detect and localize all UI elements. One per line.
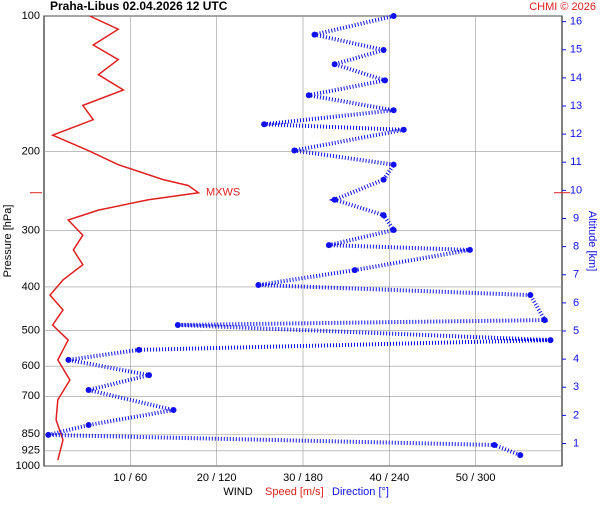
- chart-title: Praha-Libus 02.04.2026 12 UTC: [50, 0, 228, 13]
- credit: CHMI © 2026: [529, 1, 596, 13]
- y2-tick-label: 1: [573, 437, 579, 449]
- direction-point: [261, 121, 268, 128]
- y-tick-label: 700: [22, 390, 40, 402]
- x-tick-label: 10 / 60: [114, 472, 148, 484]
- x-tick-label: 40 / 240: [369, 472, 409, 484]
- direction-point: [466, 246, 473, 253]
- y-tick-label: 400: [22, 281, 40, 293]
- y-tick-label: 300: [22, 225, 40, 237]
- y-tick-label: 600: [22, 360, 40, 372]
- legend-label: Direction [°]: [332, 486, 389, 498]
- direction-point: [390, 107, 397, 114]
- y-tick-label: 925: [22, 445, 40, 457]
- y2-axis-label: Altitude [km]: [586, 211, 598, 272]
- y-tick-label: 500: [22, 324, 40, 336]
- y2-tick-label: 9: [573, 212, 579, 224]
- x-axis-label: WIND: [223, 486, 252, 498]
- annotation: MXWS: [206, 187, 240, 199]
- y2-tick-label: 8: [573, 241, 579, 253]
- y2-tick-label: 5: [573, 325, 579, 337]
- y2-tick-label: 14: [570, 72, 582, 84]
- y2-tick-label: 11: [570, 156, 581, 168]
- y-tick-label: 100: [22, 10, 40, 22]
- y2-tick-label: 15: [570, 44, 582, 56]
- y-tick-label: 1000: [16, 460, 40, 472]
- direction-point: [325, 242, 332, 249]
- direction-point: [331, 61, 338, 68]
- legend-label: Speed [m/s]: [265, 486, 324, 498]
- y-tick-label: 850: [22, 428, 40, 440]
- x-tick-label: 30 / 180: [283, 472, 323, 484]
- y-tick-label: 200: [22, 145, 40, 157]
- y-axis-label: Pressure [hPa]: [2, 205, 14, 278]
- x-tick-label: 20 / 120: [197, 472, 237, 484]
- y2-tick-label: 7: [573, 269, 579, 281]
- y2-tick-label: 12: [570, 128, 582, 140]
- y2-tick-label: 13: [570, 100, 582, 112]
- speed-line: [49, 15, 201, 461]
- y2-tick-label: 4: [573, 353, 579, 365]
- y2-tick-label: 10: [570, 184, 582, 196]
- direction-line: [47, 14, 551, 458]
- y2-tick-label: 2: [573, 409, 579, 421]
- direction-point: [85, 422, 92, 429]
- x-tick-label: 50 / 300: [456, 472, 496, 484]
- y2-tick-label: 3: [573, 381, 579, 393]
- y2-tick-label: 16: [570, 16, 582, 28]
- y2-tick-label: 6: [573, 297, 579, 309]
